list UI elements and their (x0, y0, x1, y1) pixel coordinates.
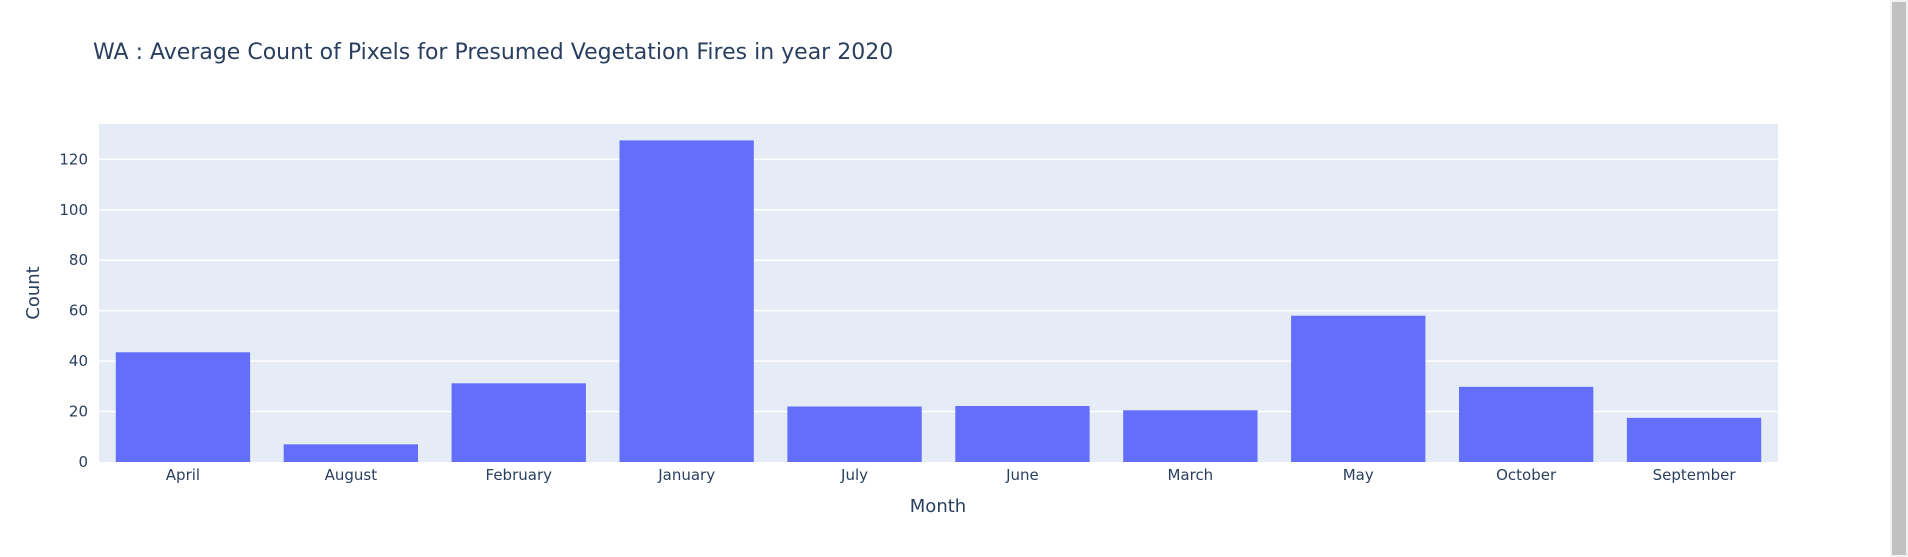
bar-august[interactable] (283, 444, 419, 462)
vertical-scrollbar[interactable] (1890, 0, 1908, 557)
x-tick-label: May (1343, 466, 1374, 484)
x-tick-label: September (1653, 466, 1737, 484)
x-tick-label: April (166, 466, 200, 484)
y-tick-label: 0 (78, 453, 88, 471)
bar-july[interactable] (787, 406, 922, 462)
x-axis-label: Month (910, 496, 966, 517)
y-tick-label: 20 (69, 403, 88, 421)
x-tick-labels: April August February January July June March M… (166, 466, 1737, 484)
y-tick-label: 120 (59, 150, 88, 168)
x-tick-label: March (1167, 466, 1213, 484)
bar-june[interactable] (955, 406, 1090, 462)
y-tick-label: 40 (69, 352, 88, 370)
x-tick-label: October (1496, 466, 1557, 484)
y-tick-label: 60 (69, 302, 88, 320)
bar-january[interactable] (619, 140, 754, 463)
x-tick-label: June (1005, 466, 1039, 484)
y-tick-label: 80 (69, 251, 88, 269)
bar-september[interactable] (1626, 417, 1762, 462)
bar-february[interactable] (451, 383, 586, 462)
bars (115, 140, 1762, 463)
bar-may[interactable] (1291, 315, 1426, 462)
x-tick-label: July (840, 466, 868, 484)
y-tick-labels: 0 20 40 60 80 100 120 (59, 150, 88, 471)
bar-april[interactable] (115, 352, 251, 462)
bar-march[interactable] (1123, 410, 1258, 462)
chart-title: WA : Average Count of Pixels for Presume… (93, 40, 894, 65)
x-tick-label: August (325, 466, 378, 484)
scrollbar-thumb[interactable] (1892, 2, 1906, 555)
grid-lines (99, 158, 1778, 413)
y-tick-label: 100 (59, 201, 88, 219)
y-axis-label: Count (23, 266, 44, 319)
x-tick-label: February (486, 466, 553, 484)
x-tick-label: January (657, 466, 715, 484)
bar-october[interactable] (1458, 386, 1594, 462)
